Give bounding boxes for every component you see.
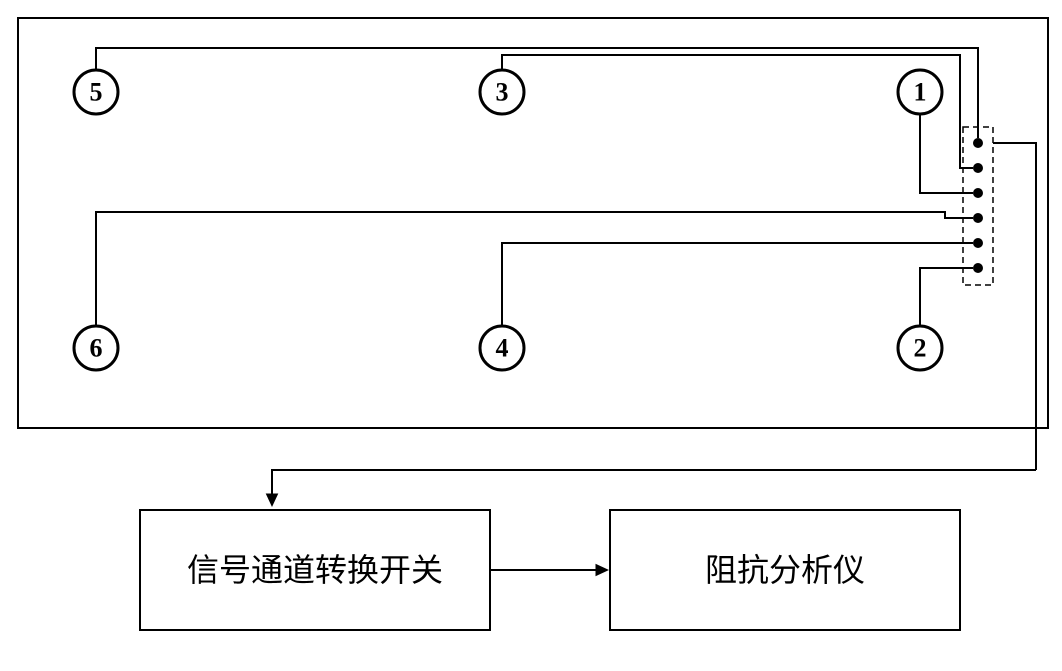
wire xyxy=(502,243,973,326)
connector-pin xyxy=(973,188,983,198)
switch-to-analyzer-arrowhead xyxy=(596,564,610,577)
node-label: 3 xyxy=(496,78,509,107)
connector-pin xyxy=(973,238,983,248)
node-label: 5 xyxy=(90,78,103,107)
connector-pins xyxy=(973,138,983,273)
numbered-nodes: 5 3 1 6 4 2 xyxy=(74,70,942,370)
wire xyxy=(96,48,978,138)
connector-pin xyxy=(973,138,983,148)
wire xyxy=(920,268,973,326)
cable-to-switch xyxy=(272,470,1036,498)
wire xyxy=(920,114,973,193)
connector-pin xyxy=(973,263,983,273)
node-label: 4 xyxy=(496,334,509,363)
outer-frame xyxy=(18,18,1048,428)
connector-pin xyxy=(973,213,983,223)
node-label: 1 xyxy=(914,78,927,107)
switch-label: 信号通道转换开关 xyxy=(187,552,443,588)
wire xyxy=(96,212,973,326)
wires-group xyxy=(96,48,1036,470)
wire xyxy=(502,55,973,168)
analyzer-label: 阻抗分析仪 xyxy=(705,552,865,588)
node-label: 6 xyxy=(90,334,103,363)
connector-pin xyxy=(973,163,983,173)
cable-arrowhead xyxy=(266,494,279,508)
connector-box xyxy=(963,127,993,285)
node-label: 2 xyxy=(914,334,927,363)
wire xyxy=(993,143,1036,470)
